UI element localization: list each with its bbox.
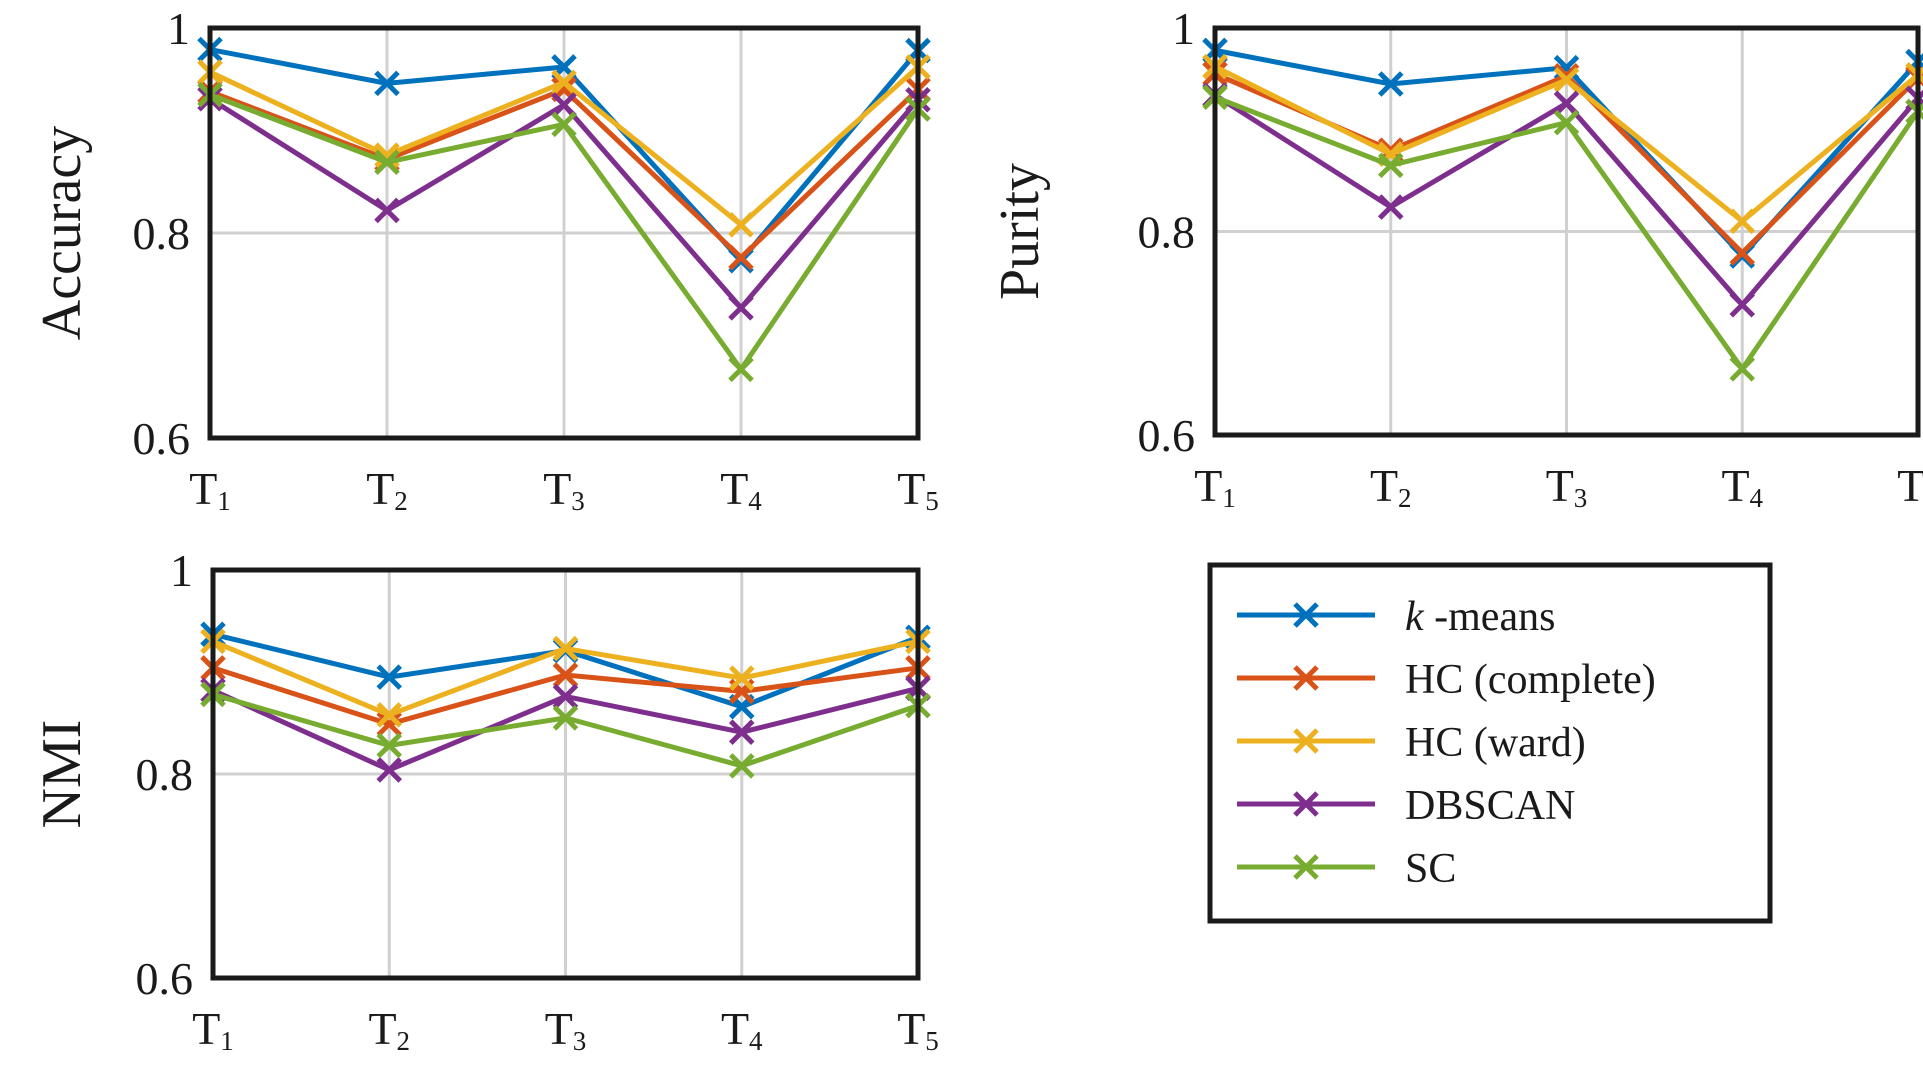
nmi-hc-ward-point: [376, 702, 403, 728]
accuracy-sc-point: [374, 149, 400, 176]
nmi-sc-point: [376, 732, 403, 759]
x-tick-label: T4: [1721, 460, 1763, 513]
legend-marker: [1293, 665, 1319, 691]
legend: k -means HC (complete) HC (ward) DBSCAN SC: [1207, 562, 1773, 924]
legend-label: DBSCAN: [1405, 783, 1575, 829]
accuracy-hc-ward-point: [728, 212, 754, 238]
x-tick-label: T1: [192, 1003, 234, 1056]
legend-marker: [1293, 602, 1319, 628]
x-tick-label: T5: [1897, 460, 1923, 513]
purity-sc-point: [1553, 109, 1580, 136]
y-tick-label: 1: [167, 3, 190, 54]
x-tick-label: T1: [189, 463, 231, 516]
legend-label: HC (complete): [1405, 657, 1656, 703]
x-tick-label: T5: [897, 1003, 939, 1056]
nmi-hc-complete-point: [552, 662, 579, 688]
y-tick-label: 0.6: [136, 953, 194, 1004]
accuracy-hc-complete-point: [728, 244, 754, 271]
x-tick-label: T3: [1546, 460, 1588, 513]
nmi-k-means-point: [376, 664, 403, 690]
legend-marker: [1293, 854, 1319, 880]
x-tick-label: T5: [897, 463, 939, 516]
x-tick-label: T2: [366, 463, 408, 516]
nmi-axes-box: [210, 567, 921, 981]
legend-label: HC (ward): [1405, 720, 1586, 766]
y-tick-label: 0.8: [1138, 207, 1196, 258]
y-tick-label: 1: [1172, 3, 1195, 54]
legend-marker: [1293, 791, 1319, 817]
x-tick-label: T3: [543, 463, 585, 516]
y-tick-label: 0.8: [133, 208, 191, 259]
nmi-hc-ward-point: [552, 635, 579, 662]
purity-hc-complete-point: [1729, 240, 1756, 266]
purity-hc-ward-point: [1553, 67, 1580, 93]
nmi-dbscan-point: [728, 719, 755, 745]
accuracy-sc-point: [551, 111, 577, 138]
accuracy-k-means-point: [374, 70, 400, 97]
legend-item: DBSCAN: [1237, 783, 1575, 829]
nmi-hc-complete-point: [376, 711, 403, 737]
legend-item: SC: [1237, 846, 1456, 892]
y-tick-label: 0.6: [1138, 410, 1196, 461]
accuracy-hc-ward-point: [551, 69, 577, 96]
nmi-panel: 0.6 0.8 1 T1 T2 T3 T4 T5 NMI: [31, 545, 939, 1056]
accuracy-axis-title: Accuracy: [31, 126, 93, 341]
y-tick-label: 1: [170, 545, 193, 596]
nmi-sc-point: [728, 753, 755, 779]
nmi-axis-title: NMI: [31, 720, 93, 829]
purity-k-means-point: [1377, 71, 1404, 97]
x-tick-label: T4: [721, 1003, 763, 1056]
accuracy-dbscan-point: [551, 92, 577, 118]
purity-axes-box: [1212, 25, 1921, 438]
accuracy-panel: 0.6 0.8 1 T1 T2 T3 T4 T5 Accuracy: [31, 3, 939, 516]
purity-dbscan-point: [1377, 194, 1404, 220]
purity-dbscan-point: [1729, 291, 1756, 318]
legend-marker: [1293, 728, 1319, 754]
legend-label: SC: [1405, 846, 1456, 892]
purity-dbscan-point: [1553, 90, 1580, 117]
x-tick-label: T4: [720, 463, 762, 516]
accuracy-dbscan-point: [374, 197, 400, 224]
x-tick-label: T2: [1370, 460, 1412, 513]
legend-item: k -means: [1237, 594, 1555, 640]
legend-item: HC (complete): [1237, 657, 1656, 703]
accuracy-axes-box: [207, 25, 921, 441]
y-tick-label: 0.8: [136, 749, 194, 800]
purity-sc-point: [1377, 152, 1404, 179]
purity-axis-title: Purity: [989, 163, 1051, 300]
purity-panel: 0.6 0.8 1 T1 T2 T3 T4 T5 Purity: [989, 3, 1923, 513]
x-tick-label: T3: [545, 1003, 587, 1056]
purity-sc-point: [1729, 356, 1756, 382]
nmi-hc-ward-point: [728, 665, 755, 691]
x-tick-label: T2: [368, 1003, 410, 1056]
accuracy-dbscan-point: [728, 295, 754, 321]
legend-label: k -means: [1405, 594, 1555, 640]
y-tick-label: 0.6: [133, 413, 191, 464]
nmi-sc-point: [552, 705, 579, 731]
purity-hc-ward-point: [1729, 208, 1756, 235]
legend-item: HC (ward): [1237, 720, 1586, 766]
accuracy-sc-point: [728, 356, 754, 383]
nmi-dbscan-point: [552, 683, 579, 710]
x-tick-label: T1: [1194, 460, 1236, 513]
nmi-dbscan-point: [376, 757, 403, 783]
